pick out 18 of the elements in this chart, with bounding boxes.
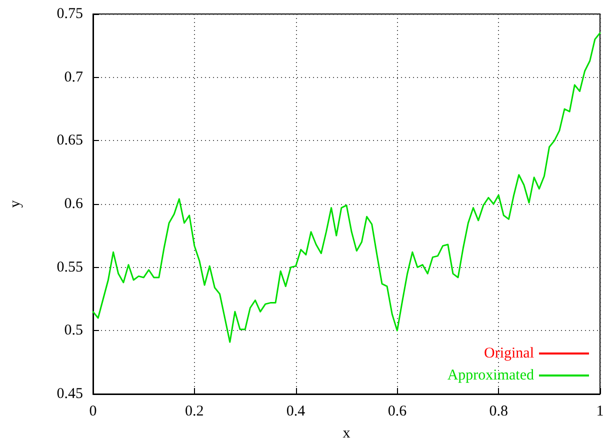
line-series [92,32,601,343]
x-tick-label: 1 [596,404,604,420]
x-tick-label: 0.6 [388,404,408,420]
y-tick-label: 0.6 [64,196,84,212]
x-axis-title: x [342,426,351,442]
legend-label: Original [484,346,534,362]
x-tick-label: 0.2 [185,404,204,420]
y-tick-label: 0.75 [56,6,83,22]
x-tick-label: 0.8 [489,404,508,420]
legend-label: Approximated [447,368,534,384]
y-tick-label: 0.65 [56,132,83,149]
y-axis-title: y [8,200,24,208]
y-tick-label: 0.55 [56,259,83,276]
x-tick-label: 0 [89,404,97,420]
y-tick-label: 0.5 [64,322,83,339]
x-tick-label: 0.4 [286,404,306,420]
y-tick-label: 0.7 [64,69,84,86]
y-tick-label: 0.45 [56,386,83,402]
